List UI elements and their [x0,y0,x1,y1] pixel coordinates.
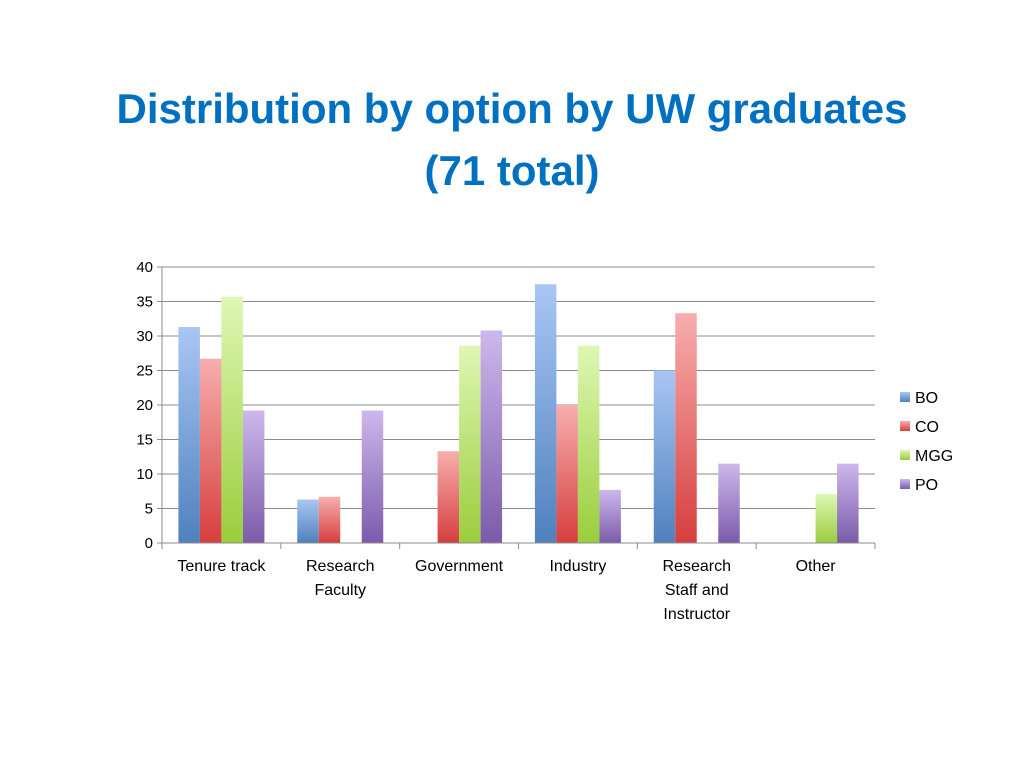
legend-label-co: CO [915,419,939,436]
bar-co [199,358,222,543]
x-tick-label: Staff and [665,582,729,599]
slide-title: Distribution by option by UW graduates (… [40,78,984,202]
y-tick-label: 15 [136,432,153,449]
bar-bo [653,370,676,543]
legend-swatch-bo [900,392,910,402]
bar-po [837,463,859,543]
bar-po [599,489,621,543]
y-tick-label: 25 [136,363,153,380]
bar-co [318,496,341,543]
x-tick-label: Industry [549,558,606,575]
bar-co [556,405,578,543]
bar-po [361,410,384,543]
bar-mgg [459,345,481,543]
legend-swatch-po [900,479,910,489]
title-line-1: Distribution by option by UW graduates [116,85,908,132]
bar-co [675,313,697,543]
legend-swatch-co [900,421,910,431]
bar-mgg [577,345,600,543]
legend-label-po: PO [915,477,938,494]
y-tick-label: 5 [145,501,153,518]
bar-mgg [815,494,838,543]
x-tick-label: Faculty [314,582,366,599]
y-tick-label: 20 [136,397,153,414]
x-tick-label: Government [415,558,504,575]
legend-label-mgg: MGG [915,448,953,465]
legend-label-bo: BO [915,390,938,407]
y-tick-label: 30 [136,328,153,345]
bar-po [242,410,265,543]
bar-mgg [221,296,243,543]
x-tick-label: Research [306,558,374,575]
bar-bo [178,327,200,543]
x-tick-label: Tenure track [177,558,266,575]
bar-bo [534,284,557,543]
y-tick-label: 35 [136,294,153,311]
x-tick-label: Research [663,558,731,575]
legend-swatch-mgg [900,450,910,460]
bar-po [718,463,740,543]
bar-bo [297,499,319,543]
x-tick-label: Other [796,558,837,575]
y-tick-label: 40 [136,259,153,276]
title-line-2: (71 total) [424,147,600,194]
y-tick-label: 0 [145,535,153,552]
y-tick-label: 10 [136,466,153,483]
x-tick-label: Instructor [663,606,730,623]
bar-co [437,451,460,543]
bar-po [480,330,503,543]
